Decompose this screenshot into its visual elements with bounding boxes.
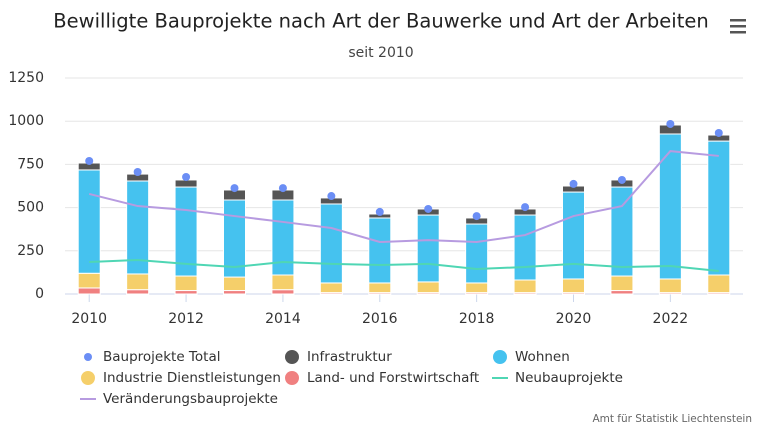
x-tick-label: 2014	[265, 311, 301, 327]
y-tick-label: 1000	[8, 113, 44, 129]
legend-swatch	[84, 353, 92, 361]
point	[278, 184, 287, 193]
legend-swatch	[493, 350, 507, 364]
x-tick-label: 2016	[362, 311, 398, 327]
point	[666, 119, 675, 128]
bar	[707, 140, 731, 276]
credit: Amt für Statistik Liechtenstein	[592, 413, 752, 425]
x-tick-label: 2020	[556, 311, 592, 327]
legend-label: Veränderungsbauprojekte	[103, 391, 278, 407]
bar	[271, 289, 295, 295]
point	[424, 204, 433, 213]
bar	[707, 274, 731, 294]
menu-icon[interactable]	[730, 19, 746, 34]
point	[230, 184, 239, 193]
bar	[513, 214, 537, 281]
bar	[223, 290, 246, 295]
point	[521, 203, 530, 212]
point	[569, 179, 578, 188]
bar	[610, 275, 634, 292]
line	[88, 150, 719, 243]
bar	[223, 276, 246, 292]
legend-label: Neubauprojekte	[515, 370, 623, 386]
bar	[319, 282, 343, 294]
y-tick-label: 0	[35, 286, 44, 302]
bar	[368, 282, 392, 294]
y-tick-label: 250	[17, 243, 44, 259]
bar	[174, 179, 198, 188]
x-tick-label: 2018	[459, 311, 495, 327]
bar	[513, 279, 537, 294]
bar	[126, 289, 150, 295]
bar	[658, 133, 682, 280]
bar	[465, 282, 489, 294]
bar	[174, 290, 198, 295]
bar	[271, 274, 295, 291]
point	[133, 168, 142, 177]
y-tick-label: 1250	[8, 70, 44, 86]
bar	[465, 223, 489, 284]
bar	[610, 290, 634, 295]
bar	[416, 214, 440, 283]
legend-label: Industrie Dienstleistungen	[103, 370, 281, 386]
chart-subtitle: seit 2010	[348, 45, 413, 61]
legend-label: Wohnen	[515, 349, 570, 365]
legend-label: Infrastruktur	[307, 349, 392, 365]
menu-bar	[730, 19, 746, 22]
bar	[416, 281, 440, 294]
point	[714, 128, 723, 137]
bar	[77, 169, 101, 274]
y-tick-label: 500	[17, 200, 44, 216]
y-tick-label: 750	[17, 156, 44, 172]
bar	[77, 287, 101, 295]
bar	[126, 273, 150, 291]
bar	[77, 272, 101, 289]
legend-label: Land- und Forstwirtschaft	[307, 370, 479, 386]
legend-swatch	[81, 371, 95, 385]
bar	[319, 203, 343, 284]
menu-bar	[730, 25, 746, 28]
point	[617, 175, 626, 184]
point	[327, 192, 336, 201]
point	[85, 156, 94, 165]
point	[375, 207, 384, 216]
menu-bar	[730, 31, 746, 34]
x-tick-label: 2022	[653, 311, 689, 327]
legend-swatch	[285, 371, 299, 385]
bar	[562, 191, 585, 280]
line	[89, 258, 719, 273]
bar	[610, 186, 634, 277]
legend-label: Bauprojekte Total	[103, 349, 220, 365]
x-tick-label: 2010	[71, 311, 107, 327]
legend-swatch	[285, 350, 299, 364]
bar	[368, 217, 392, 284]
bar	[174, 275, 198, 292]
point	[472, 212, 481, 221]
chart-title: Bewilligte Bauprojekte nach Art der Bauw…	[53, 10, 708, 33]
bar	[562, 278, 585, 294]
point	[182, 173, 191, 182]
x-tick-label: 2012	[168, 311, 204, 327]
bar	[658, 278, 682, 294]
